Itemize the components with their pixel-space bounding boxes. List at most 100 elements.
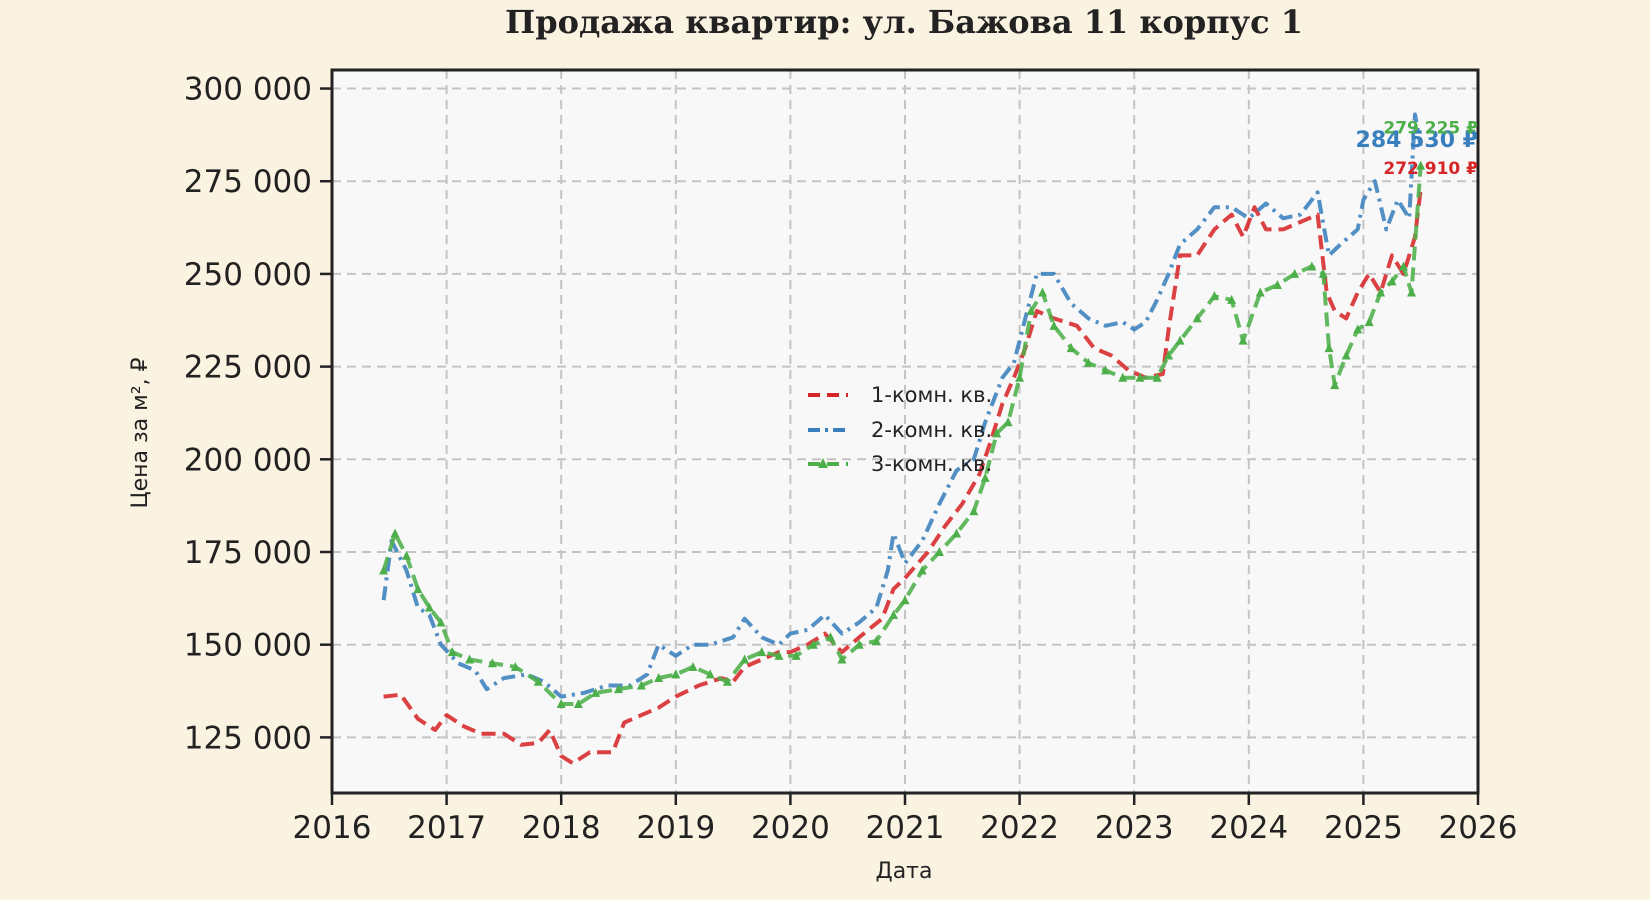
series-marker-3room [1318,268,1328,278]
series-layer [379,112,1426,766]
x-tick-label: 2024 [1209,810,1288,846]
series-marker-3room [826,632,836,642]
series-marker-3room [465,654,475,664]
x-tick-label: 2021 [866,810,945,846]
series-marker-3room [1353,324,1363,334]
series-marker-3room [401,550,411,560]
series-marker-3room [917,565,927,575]
series-marker-3room [1330,380,1340,390]
series-marker-3room [1387,276,1397,286]
end-label-2room: 284 530 ₽ [1356,128,1478,153]
series-marker-3room [1324,343,1334,353]
end-label-1room: 272 910 ₽ [1383,159,1478,179]
series-marker-3room [808,639,818,649]
x-axis-label: Дата [876,859,933,884]
series-marker-3room [1118,372,1128,382]
series-marker-3room [1209,291,1219,301]
series-marker-3room [1066,343,1076,353]
series-marker-3room [390,528,400,538]
x-tick-label: 2019 [636,810,715,846]
series-marker-3room [1238,335,1248,345]
legend-label-1room: 1-комн. кв. [871,383,992,407]
series-marker-3room [1049,320,1059,330]
x-axis-ticks: 2016 2017 2018 2019 2020 2021 2022 2023 2024 2025… [293,793,1518,846]
series-marker-3room [952,528,962,538]
end-label-3room: 279 225 ₽ [1383,119,1478,139]
series-marker-3room [1192,313,1202,323]
y-tick-label: 150 000 [184,628,312,664]
series-marker-3room [1083,357,1093,367]
series-marker-3room [510,661,520,671]
series-line-3room [381,165,1423,706]
chart-title: Продажа квартир: ул. Бажова 11 корпус 1 [505,3,1303,41]
series-marker-3room [424,602,434,612]
series-marker-3room [980,472,990,482]
y-tick-label: 225 000 [184,350,312,386]
series-marker-3room [1290,268,1300,278]
series-marker-3room [900,595,910,605]
x-tick-label: 2018 [522,810,601,846]
series-marker-3room [774,650,784,660]
series-marker-3room [379,565,389,575]
y-tick-label: 275 000 [184,164,312,200]
legend-label-2room: 2-комн. кв. [871,418,992,442]
series-marker-3room [934,547,944,556]
series-marker-3room [1399,261,1409,271]
series-line-1room [383,188,1423,766]
series-marker-3room [1407,287,1417,297]
series-marker-3room [854,639,864,649]
series-marker-3room [1307,261,1317,271]
x-tick-label: 2026 [1439,810,1518,846]
series-marker-3room [1175,335,1185,345]
series-marker-3room [889,610,899,620]
series-marker-3room [591,687,601,697]
x-tick-label: 2020 [751,810,830,846]
series-marker-3room [487,658,497,668]
y-tick-label: 200 000 [184,442,312,478]
series-marker-3room [992,428,1002,438]
series-marker-3room [1152,372,1162,382]
plot-frame [330,68,1480,795]
series-marker-3room [1272,280,1282,290]
series-marker-3room [1101,365,1111,375]
series-marker-3room [533,676,543,686]
series-marker-3room [1038,287,1048,297]
series-marker-3room [871,635,881,645]
series-marker-3room [654,673,664,683]
series-marker-3room [413,584,423,594]
series-marker-3room [1376,287,1386,297]
legend-marker-3room [818,458,828,468]
series-marker-3room [556,699,566,709]
series-marker-3room [1015,372,1025,382]
y-axis-ticks: 125 000 150 000 175 000 200 000 225 000 250 0… [184,72,332,756]
series-marker-3room [757,647,767,657]
series-marker-3room [1255,287,1265,297]
series-line-2room [381,112,1423,699]
series-marker-3room [969,506,979,516]
grid-lines [331,70,1479,793]
x-tick-label: 2017 [407,810,486,846]
series-marker-3room [1416,160,1426,170]
x-tick-label: 2025 [1324,810,1403,846]
series-marker-3room [1227,294,1237,304]
series-marker-3room [1164,350,1174,360]
series-marker-3room [1026,306,1036,315]
series-marker-3room [722,676,732,686]
x-tick-label: 2022 [980,810,1059,846]
y-tick-label: 250 000 [184,257,312,293]
series-marker-3room [688,661,698,671]
y-tick-label: 300 000 [184,72,312,108]
y-axis-label: Цена за м², ₽ [128,357,153,508]
series-marker-3room [791,650,801,660]
series-marker-3room [1341,350,1351,360]
x-tick-label: 2023 [1095,810,1174,846]
y-tick-label: 175 000 [184,535,312,571]
legend: 1-комн. кв. 2-комн. кв. 3-комн. кв. [808,383,992,476]
series-marker-3room [671,669,681,679]
series-marker-3room [740,654,750,664]
legend-label-3room: 3-комн. кв. [871,452,992,476]
series-marker-3room [705,669,715,679]
series-marker-3room [636,680,646,690]
series-marker-3room [614,684,623,694]
